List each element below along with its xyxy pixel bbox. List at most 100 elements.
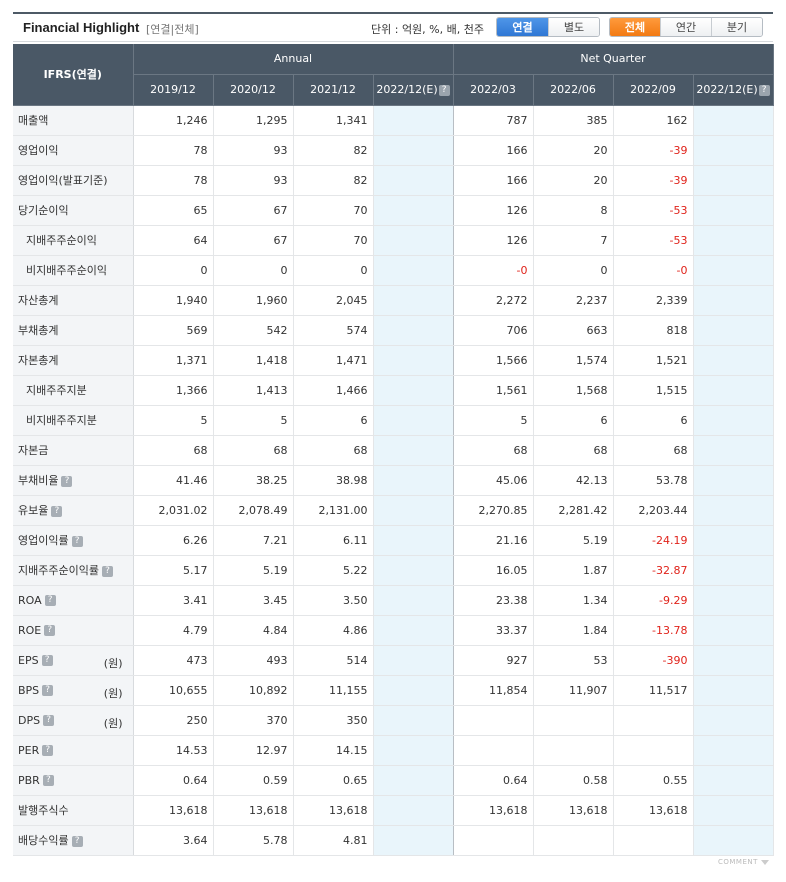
table-cell (693, 165, 774, 196)
column-label: 2021/12 (310, 83, 356, 96)
table-cell: 67 (213, 195, 294, 226)
row-label-text: 유보율 (18, 504, 49, 517)
period-all-button[interactable]: 전체 (610, 18, 660, 36)
table-cell: 2,078.49 (213, 495, 294, 526)
column-header: 2021/12 (293, 74, 374, 106)
help-icon[interactable]: ? (51, 505, 63, 517)
table-cell: 1.34 (533, 585, 614, 616)
row-label-text: PER (18, 743, 40, 757)
quarter-group-header: Net Quarter (453, 44, 774, 75)
table-cell (373, 765, 454, 796)
help-icon[interactable]: ? (44, 595, 56, 606)
table-cell: 10,892 (213, 675, 294, 706)
table-cell: -0 (453, 255, 534, 286)
separate-button[interactable]: 별도 (548, 18, 599, 36)
table-cell: 13,618 (293, 795, 374, 826)
table-cell (693, 765, 774, 796)
consolidation-toggle: 연결 별도 (496, 17, 600, 37)
annual-group-header: Annual (133, 44, 454, 75)
table-cell: -0 (613, 255, 694, 286)
table-cell: 2,339 (613, 285, 694, 316)
table-cell: 0.59 (213, 765, 294, 796)
table-cell: 13,618 (533, 795, 614, 826)
table-row: 배당수익률? 3.64 5.78 4.81 (13, 825, 774, 856)
row-label: 지배주주순이익률? (13, 555, 134, 586)
help-icon[interactable]: ? (42, 775, 54, 786)
table-cell: 41.46 (133, 465, 214, 496)
table-cell: 14.15 (293, 735, 374, 766)
table-cell: 14.53 (133, 735, 214, 766)
table-cell: 1,574 (533, 345, 614, 376)
column-header: 2022/12(E)? (693, 74, 774, 106)
table-cell (453, 735, 534, 766)
table-cell (693, 795, 774, 826)
table-cell: 64 (133, 225, 214, 256)
table-cell (373, 645, 454, 676)
table-cell: 166 (453, 165, 534, 196)
table-cell (373, 585, 454, 616)
table-cell (693, 615, 774, 646)
table-cell: 11,517 (613, 675, 694, 706)
table-cell: -24.19 (613, 525, 694, 556)
row-label-text: 지배주주순이익률 (18, 564, 99, 577)
table-cell (373, 795, 454, 826)
help-icon[interactable]: ? (43, 715, 55, 726)
help-icon[interactable]: ? (44, 625, 56, 636)
help-icon[interactable]: ? (61, 475, 73, 487)
comment-toggle[interactable]: COMMENT (718, 858, 769, 866)
row-label-text: 비지배주주지분 (26, 414, 97, 427)
table-row: 당기순이익 65 67 70 126 8 -53 (13, 195, 774, 226)
table-row: 지배주주순이익률? 5.17 5.19 5.22 16.05 1.87 -32.87 (13, 555, 774, 586)
help-icon[interactable]: ? (42, 745, 54, 756)
row-label-text: 영업이익(발표기준) (18, 174, 108, 187)
table-cell: 38.25 (213, 465, 294, 496)
help-icon[interactable]: ? (758, 84, 770, 96)
row-label: PER? (13, 735, 134, 766)
table-cell: 68 (213, 435, 294, 466)
row-label-text: 당기순이익 (18, 204, 69, 217)
row-label: 유보율? (13, 495, 134, 526)
help-icon[interactable]: ? (42, 685, 54, 696)
table-cell: 68 (533, 435, 614, 466)
table-cell: 70 (293, 225, 374, 256)
table-cell: 68 (293, 435, 374, 466)
table-row: DPS? (원) 250 370 350 (13, 705, 774, 736)
row-label-text: PBR (18, 773, 40, 787)
row-label: PBR? (13, 765, 134, 796)
table-cell: 5.22 (293, 555, 374, 586)
table-cell: 1,246 (133, 105, 214, 136)
help-icon[interactable]: ? (41, 655, 53, 666)
period-quarter-button[interactable]: 분기 (711, 18, 762, 36)
column-header: 2022/06 (533, 74, 614, 106)
table-cell (373, 465, 454, 496)
column-label: 2022/03 (470, 83, 516, 96)
table-cell: 473 (133, 645, 214, 676)
row-label: 자본총계 (13, 345, 134, 376)
table-row: PER? 14.53 12.97 14.15 (13, 735, 774, 766)
table-cell: 1,561 (453, 375, 534, 406)
row-label: 비지배주주지분 (13, 405, 134, 436)
table-cell (613, 705, 694, 736)
row-label: DPS? (원) (13, 705, 134, 736)
table-cell: 1,413 (213, 375, 294, 406)
table-cell: 1.84 (533, 615, 614, 646)
table-row: 부채비율? 41.46 38.25 38.98 45.06 42.13 53.78 (13, 465, 774, 496)
table-cell: 13,618 (613, 795, 694, 826)
table-cell: 4.79 (133, 615, 214, 646)
row-label-text: 영업이익 (18, 144, 59, 157)
table-cell (373, 105, 454, 136)
help-icon[interactable]: ? (438, 84, 450, 96)
table-cell: 2,272 (453, 285, 534, 316)
table-cell: 33.37 (453, 615, 534, 646)
row-label-text: ROA (18, 593, 42, 607)
section-header: Financial Highlight [연결|전체] 단위 : 억원, %, … (13, 12, 773, 42)
table-cell (693, 345, 774, 376)
table-cell: -39 (613, 135, 694, 166)
help-icon[interactable]: ? (101, 565, 113, 577)
help-icon[interactable]: ? (71, 535, 83, 547)
table-cell (693, 315, 774, 346)
table-cell: 68 (133, 435, 214, 466)
help-icon[interactable]: ? (71, 835, 83, 847)
consolidated-button[interactable]: 연결 (497, 18, 548, 36)
period-annual-button[interactable]: 연간 (660, 18, 711, 36)
